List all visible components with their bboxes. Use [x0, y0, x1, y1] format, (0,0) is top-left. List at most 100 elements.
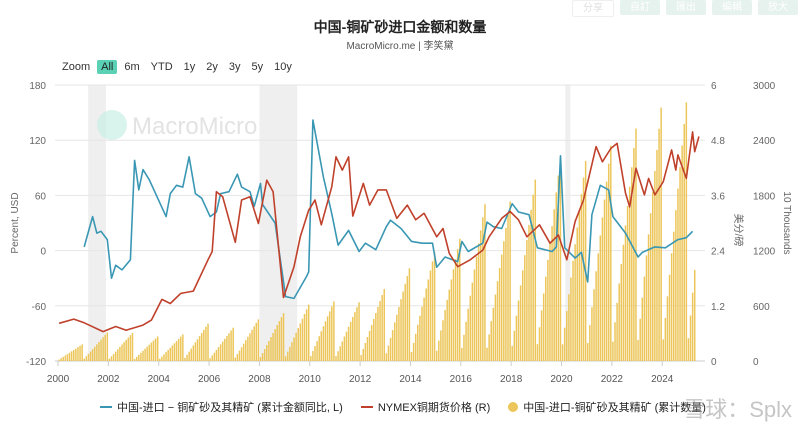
- range-3y[interactable]: 3y: [228, 61, 241, 73]
- volume-bar: [144, 348, 146, 361]
- volume-bar: [568, 294, 570, 361]
- volume-bar: [505, 227, 507, 361]
- volume-bar: [343, 336, 346, 361]
- right2-axis-title: 10 Thousands: [781, 191, 792, 254]
- volume-bar: [484, 204, 486, 361]
- legend-label: NYMEX铜期货价格 (R): [377, 402, 491, 414]
- legend-item-volume[interactable]: 中国-进口-铜矿砂及其精矿 (累计数量): [508, 399, 706, 415]
- volume-bar: [58, 359, 60, 361]
- x-tick-label: 2008: [248, 374, 271, 385]
- range-ytd[interactable]: YTD: [150, 61, 173, 73]
- volume-bar: [297, 328, 299, 361]
- volume-bar: [412, 342, 415, 361]
- volume-bar: [245, 340, 247, 361]
- volume-bar: [175, 341, 178, 361]
- volume-bar: [207, 323, 209, 361]
- volume-bar: [668, 274, 671, 361]
- volume-bar: [68, 352, 71, 361]
- volume-bar: [98, 341, 100, 361]
- volume-bar: [379, 300, 381, 361]
- legend-item-yoy[interactable]: 中国-进口 − 铜矿砂及其精矿 (累计金额同比, L): [100, 399, 343, 415]
- volume-bar: [459, 238, 461, 361]
- volume-bar: [477, 243, 480, 361]
- volume-bar: [465, 321, 467, 361]
- share-button[interactable]: 分享: [572, 0, 614, 17]
- volume-bar: [215, 349, 218, 361]
- volume-bar: [114, 351, 117, 361]
- left-tick-label: 60: [35, 191, 47, 202]
- volume-bar: [198, 336, 201, 361]
- volume-bar: [73, 349, 75, 361]
- volume-bar: [607, 163, 610, 361]
- recession-band: [565, 85, 571, 361]
- volume-bar: [417, 324, 419, 361]
- volume-bar: [664, 317, 667, 361]
- volume-bar: [278, 321, 281, 361]
- volume-bar: [322, 326, 325, 361]
- enlarge-button[interactable]: 放大: [758, 0, 798, 15]
- volume-bar: [364, 342, 367, 361]
- volume-bar: [213, 352, 216, 361]
- volume-bar: [318, 336, 320, 361]
- volume-bar: [633, 147, 635, 361]
- left-tick-label: -120: [26, 357, 46, 368]
- volume-bar: [79, 345, 81, 361]
- volume-bar: [64, 355, 67, 361]
- customize-button[interactable]: 自訂: [620, 0, 660, 15]
- range-5y[interactable]: 5y: [251, 61, 264, 73]
- volume-bar: [259, 357, 262, 361]
- chart-subtitle: MacroMicro.me | 李笑黛: [346, 41, 454, 52]
- range-1y[interactable]: 1y: [183, 61, 196, 73]
- volume-bar: [60, 358, 62, 361]
- volume-bar: [87, 353, 90, 361]
- volume-bar: [112, 353, 115, 361]
- volume-bar: [593, 289, 595, 361]
- volume-bar: [631, 167, 633, 361]
- range-all[interactable]: All: [97, 60, 118, 74]
- volume-bar: [372, 318, 375, 361]
- volume-bar: [391, 330, 394, 361]
- volume-bar: [500, 254, 503, 361]
- volume-bar: [66, 354, 69, 361]
- volume-bar: [159, 358, 161, 361]
- range-6m[interactable]: 6m: [124, 61, 140, 73]
- volume-bar: [289, 346, 291, 361]
- macromicro-logo-icon: [97, 110, 127, 140]
- x-tick-label: 2000: [47, 374, 70, 385]
- range-2y[interactable]: 2y: [206, 61, 218, 73]
- volume-bar: [192, 345, 195, 361]
- volume-bar: [188, 351, 190, 361]
- volume-bar: [509, 201, 511, 361]
- volume-bar: [345, 331, 348, 361]
- volume-bar: [528, 224, 530, 361]
- volume-bar: [488, 334, 490, 361]
- legend-item-nymex[interactable]: NYMEX铜期货价格 (R): [360, 399, 491, 415]
- volume-bar: [675, 210, 677, 361]
- volume-bar: [494, 294, 497, 361]
- volume-bar: [572, 260, 574, 361]
- export-button[interactable]: 匯出: [666, 0, 706, 15]
- right-axis-title: 美分/磅: [732, 214, 745, 247]
- x-tick-label: 2004: [148, 374, 171, 385]
- volume-bar: [563, 327, 566, 361]
- volume-bar: [557, 175, 560, 361]
- volume-bar: [70, 351, 73, 361]
- x-tick-label: 2016: [450, 374, 473, 385]
- volume-bar: [677, 188, 679, 361]
- volume-bar: [150, 342, 153, 361]
- edit-button[interactable]: 編輯: [712, 0, 752, 15]
- volume-bar: [284, 356, 287, 361]
- volume-bar: [102, 337, 104, 361]
- volume-bar: [467, 308, 469, 361]
- volume-bar: [586, 343, 589, 361]
- range-10y[interactable]: 10y: [274, 61, 292, 73]
- volume-bar: [163, 354, 165, 361]
- right-tick-label: 3.6: [711, 191, 725, 202]
- x-tick-label: 2012: [349, 374, 372, 385]
- volume-bar: [599, 235, 602, 361]
- volume-bar: [354, 312, 356, 361]
- volume-bar: [496, 281, 499, 361]
- volume-bar: [427, 279, 430, 361]
- volume-bar: [310, 356, 312, 361]
- volume-bar: [580, 194, 583, 361]
